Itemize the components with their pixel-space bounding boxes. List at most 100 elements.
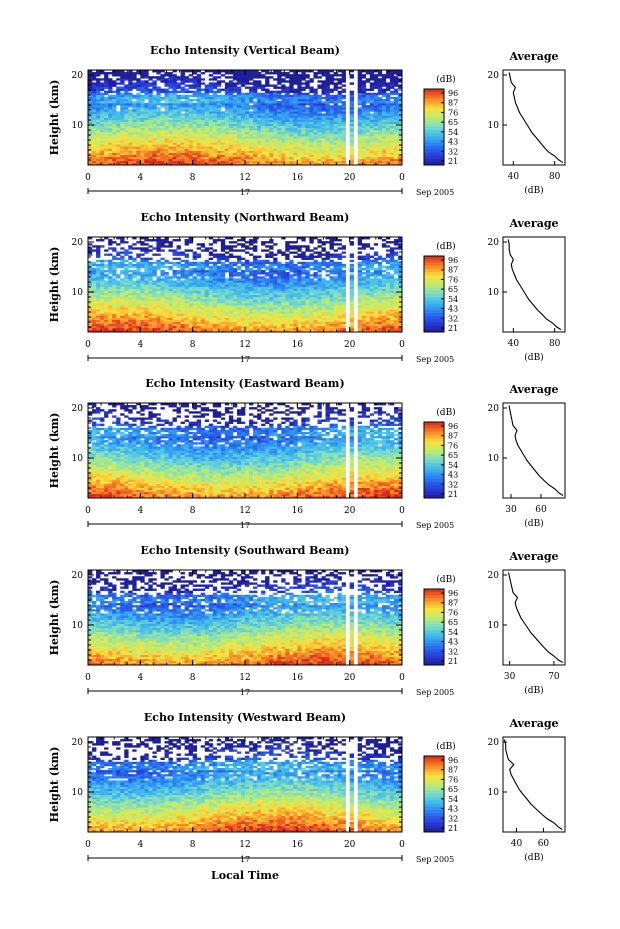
heatmap-cell <box>180 74 185 77</box>
heatmap-cell <box>208 284 214 287</box>
heatmap-cell <box>100 88 105 91</box>
heatmap-cell <box>208 261 214 265</box>
heatmap-cell <box>212 158 218 162</box>
heatmap-cell <box>96 117 101 120</box>
heatmap-cell <box>148 288 153 291</box>
heatmap-cell <box>196 156 202 160</box>
heatmap-cell <box>232 284 238 287</box>
heatmap-cell <box>200 329 206 333</box>
heatmap-cell <box>188 301 193 304</box>
heatmap-cell <box>257 94 262 98</box>
heatmap-cell <box>164 109 169 112</box>
heatmap-cell <box>176 307 181 310</box>
heatmap-cell <box>365 98 371 102</box>
heatmap-cell <box>160 263 165 267</box>
heatmap-cell <box>104 319 109 322</box>
heatmap-cell <box>289 144 294 147</box>
heatmap-cell <box>196 255 202 258</box>
heatmap-cell <box>333 78 338 81</box>
heatmap-cell <box>281 150 286 153</box>
heatmap-cell <box>156 267 161 271</box>
heatmap-cell <box>124 72 129 75</box>
heatmap-cell <box>204 278 210 281</box>
heatmap-cell <box>220 125 226 129</box>
heatmap-cell <box>349 131 354 135</box>
heatmap-cell <box>148 323 153 327</box>
heatmap-cell <box>220 267 226 271</box>
heatmap-cell <box>373 92 379 96</box>
heatmap-cell <box>148 88 153 91</box>
heatmap-cell <box>176 76 181 79</box>
heatmap-cell <box>108 115 113 118</box>
heatmap-cell <box>100 272 105 275</box>
heatmap-cell <box>321 158 326 162</box>
heatmap-cell <box>180 94 185 98</box>
heatmap-cell <box>160 319 165 322</box>
heatmap-cell <box>172 152 177 155</box>
heatmap-cell <box>313 156 318 160</box>
heatmap-cell <box>192 317 197 320</box>
heatmap-cell <box>172 96 177 100</box>
heatmap-cell <box>160 313 165 316</box>
heatmap-cell <box>220 265 226 269</box>
heatmap-cell <box>220 98 226 102</box>
heatmap-cell <box>224 237 230 240</box>
heatmap-cell <box>104 321 109 325</box>
heatmap-cell <box>184 255 189 258</box>
heatmap-cell <box>257 325 262 329</box>
heatmap-cell <box>240 290 246 294</box>
heatmap-cell <box>245 96 250 100</box>
heatmap-cell <box>273 98 278 102</box>
heatmap-cell <box>381 127 387 131</box>
heatmap-cell <box>228 115 234 118</box>
heatmap-cell <box>92 261 97 265</box>
heatmap-cell <box>297 115 302 118</box>
heatmap-cell <box>236 162 242 166</box>
heatmap-cell <box>249 263 254 267</box>
heatmap-cell <box>184 284 189 287</box>
heatmap-cell <box>176 138 181 141</box>
heatmap-cell <box>257 80 262 83</box>
heatmap-cell <box>200 117 206 120</box>
heatmap-cell <box>184 121 189 124</box>
heatmap-cell <box>220 327 226 331</box>
heatmap-cell <box>168 286 173 289</box>
heatmap-cell <box>192 158 197 162</box>
heatmap-cell <box>196 278 202 281</box>
heatmap-cell <box>228 274 234 277</box>
heatmap-cell <box>232 311 238 314</box>
heatmap-cell <box>285 92 290 96</box>
heatmap-cell <box>281 80 286 83</box>
heatmap-cell <box>325 74 330 77</box>
heatmap-cell <box>132 286 137 289</box>
heatmap-cell <box>232 140 238 143</box>
heatmap-cell <box>369 150 375 153</box>
heatmap-cell <box>204 123 210 127</box>
heatmap-cell <box>116 284 121 287</box>
heatmap-cell <box>337 123 342 127</box>
heatmap-cell <box>236 152 242 155</box>
heatmap-cell <box>196 138 202 141</box>
heatmap-cell <box>369 123 375 127</box>
heatmap-cell <box>289 103 294 106</box>
heatmap-cell <box>152 76 157 79</box>
heatmap-cell <box>96 127 101 131</box>
heatmap-cell <box>285 88 290 91</box>
heatmap-cell <box>381 105 387 108</box>
heatmap-cell <box>88 243 93 246</box>
heatmap-cell <box>309 88 314 91</box>
heatmap-cell <box>168 92 173 96</box>
heatmap-cell <box>164 241 169 244</box>
heatmap-cell <box>144 138 149 141</box>
heatmap-cell <box>220 270 226 273</box>
heatmap-cell <box>120 272 125 275</box>
heatmap-cell <box>136 309 141 312</box>
heatmap-cell <box>289 138 294 141</box>
heatmap-cell <box>96 274 101 277</box>
heatmap-cell <box>148 148 153 151</box>
heatmap-cell <box>176 125 181 129</box>
heatmap-cell <box>132 84 137 87</box>
heatmap-cell <box>172 284 177 287</box>
heatmap-cell <box>180 270 185 273</box>
heatmap-cell <box>281 111 286 114</box>
